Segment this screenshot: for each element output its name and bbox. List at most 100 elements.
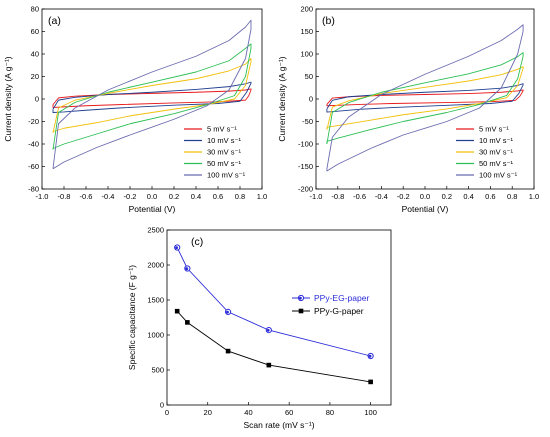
y-tick-label: 0 <box>160 401 164 410</box>
x-tick-label: 100 <box>364 408 377 417</box>
x-tick-label: 20 <box>204 408 212 417</box>
legend-label: 100 mV s⁻¹ <box>207 171 246 180</box>
x-tick-label: -1.0 <box>36 192 49 201</box>
y-tick-label: 0 <box>309 95 313 104</box>
x-tick-label: 0.2 <box>442 192 452 201</box>
x-tick-label: -0.6 <box>353 192 366 201</box>
x-tick-label: 60 <box>285 408 293 417</box>
panel-label: (b) <box>322 15 335 27</box>
x-tick-label: -0.2 <box>124 192 137 201</box>
cv-loop-series-4 <box>52 43 252 150</box>
x-tick-label: -1.0 <box>310 192 323 201</box>
cv-loop-series-5 <box>326 24 524 172</box>
data-point <box>225 348 231 354</box>
x-tick-label: 0 <box>165 408 169 417</box>
y-tick-label: -80 <box>28 185 39 194</box>
x-tick-label: -0.4 <box>102 192 115 201</box>
cv-loop-series-3 <box>326 66 524 130</box>
x-tick-label: 0.0 <box>147 192 157 201</box>
y-tick-label: 2000 <box>147 261 164 270</box>
x-tick-label: 0.4 <box>463 192 473 201</box>
chart-panel-1: -1.0 -0.8 -0.6 -0.4 -0.2 0.0 0.2 0.4 0.6 0.8 1.0 -8… <box>3 5 267 214</box>
y-tick-label: 40 <box>31 50 39 59</box>
x-axis-title: Scan rate (mV s⁻¹) <box>243 420 314 430</box>
legend-marker <box>298 308 304 314</box>
y-axis-title: Specific capacitance (F g⁻¹) <box>127 265 137 370</box>
data-point <box>174 308 180 314</box>
y-axis-title: Current density (A g⁻¹) <box>277 56 287 141</box>
x-axis-title: Potential (V) <box>402 204 449 214</box>
x-tick-label: 0.4 <box>191 192 201 201</box>
x-tick-label: 0.8 <box>507 192 517 201</box>
x-tick-label: 80 <box>326 408 334 417</box>
legend-label: 50 mV s⁻¹ <box>207 159 241 168</box>
x-tick-label: 40 <box>244 408 252 417</box>
y-tick-label: 500 <box>151 366 164 375</box>
cv-loop-series-4 <box>326 52 524 145</box>
y-tick-label: 200 <box>300 5 313 14</box>
legend-label: 50 mV s⁻¹ <box>479 159 513 168</box>
data-point-fill <box>266 328 270 332</box>
x-tick-label: 0.8 <box>235 192 245 201</box>
y-tick-label: 150 <box>300 27 313 36</box>
cv-loop-series-1 <box>326 89 524 107</box>
legend-label: 10 mV s⁻¹ <box>479 136 513 145</box>
cv-loop-series-3 <box>52 58 252 133</box>
legend-label: 30 mV s⁻¹ <box>207 148 241 157</box>
x-tick-label: 0.2 <box>169 192 179 201</box>
data-point <box>185 320 190 325</box>
y-tick-label: 0 <box>35 95 39 104</box>
y-tick-label: -60 <box>28 162 39 171</box>
panel-label: (a) <box>48 15 61 27</box>
x-axis-title: Potential (V) <box>129 204 176 214</box>
y-tick-label: 80 <box>31 5 39 14</box>
cv-loop-series-2 <box>326 83 524 113</box>
legend-label: 100 mV s⁻¹ <box>479 171 518 180</box>
x-tick-label: -0.8 <box>331 192 344 201</box>
y-tick-label: 1000 <box>147 331 164 340</box>
x-tick-label: 0.6 <box>213 192 223 201</box>
legend-label: 10 mV s⁻¹ <box>207 136 241 145</box>
x-tick-label: -0.2 <box>397 192 410 201</box>
legend-label: PPy-G-paper <box>314 306 364 316</box>
y-tick-label: 1500 <box>147 296 164 305</box>
legend-label: 5 mV s⁻¹ <box>207 125 237 134</box>
x-tick-label: -0.6 <box>80 192 93 201</box>
x-tick-label: 1.0 <box>257 192 267 201</box>
y-tick-label: -100 <box>298 140 313 149</box>
data-point <box>368 379 373 385</box>
y-tick-label: 2500 <box>147 226 164 235</box>
x-tick-label: 1.0 <box>529 192 539 201</box>
data-point-fill <box>226 310 229 314</box>
x-tick-label: -0.8 <box>58 192 71 201</box>
panel-label: (c) <box>191 236 203 248</box>
y-tick-label: 50 <box>305 72 313 81</box>
data-point <box>266 362 272 368</box>
x-tick-label: -0.4 <box>375 192 388 201</box>
y-tick-label: -200 <box>298 185 313 194</box>
y-tick-label: 60 <box>31 27 39 36</box>
y-tick-label: -20 <box>28 117 39 126</box>
legend-marker-fill <box>299 296 302 300</box>
x-tick-label: 0.0 <box>420 192 430 201</box>
chart-panel-2: -1.0 -0.8 -0.6 -0.4 -0.2 0.0 0.2 0.4 0.6 0.8 1.0 -2… <box>277 5 539 214</box>
y-tick-label: -50 <box>302 117 313 126</box>
data-point-fill <box>185 267 189 271</box>
legend-label: 30 mV s⁻¹ <box>479 148 513 157</box>
x-tick-label: 0.6 <box>485 192 495 201</box>
series-line-2 <box>176 310 371 383</box>
legend-label: PPy-EG-paper <box>314 293 369 303</box>
y-tick-label: -150 <box>298 162 313 171</box>
y-axis-title: Current density (A g⁻¹) <box>3 56 13 141</box>
cv-loop-series-5 <box>52 19 252 170</box>
cv-loop-series-2 <box>52 81 252 113</box>
legend-label: 5 mV s⁻¹ <box>479 125 509 134</box>
y-tick-label: 100 <box>300 50 313 59</box>
data-point-fill <box>175 246 178 250</box>
y-tick-label: -40 <box>28 140 39 149</box>
data-point-fill <box>368 354 372 358</box>
y-tick-label: 20 <box>31 72 39 81</box>
plot-frame <box>166 229 392 406</box>
